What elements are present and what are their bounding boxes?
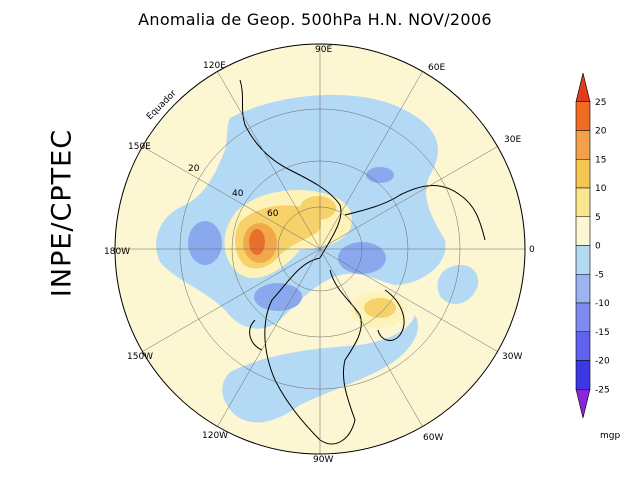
colorbar-label: -5 [595, 270, 604, 280]
colorbar-label: 10 [595, 184, 607, 194]
colorbar-swatch [575, 158, 591, 189]
colorbar-label: 0 [595, 242, 601, 252]
lon-label: 30W [502, 352, 522, 362]
anomaly-negative-core [188, 221, 222, 265]
colorbar-swatch [575, 101, 591, 131]
lat-label: 40 [232, 189, 244, 199]
colorbar-label: 20 [595, 127, 607, 137]
colorbar-label: -10 [595, 299, 610, 309]
lon-label: 90W [313, 455, 333, 465]
anomaly-positive-area [364, 298, 396, 318]
colorbar-swatch [575, 388, 591, 419]
colorbar-unit: mgp [600, 431, 621, 441]
lon-label: 150E [128, 142, 151, 152]
colorbar-label: -25 [595, 385, 610, 395]
map-title: Anomalia de Geop. 500hPa H.N. NOV/2006 [138, 10, 492, 29]
lon-label: 60W [423, 433, 443, 443]
colorbar-swatch [575, 72, 591, 103]
anomaly-negative-core [338, 242, 386, 274]
lon-label: 180W [104, 247, 130, 257]
anomaly-positive-max [249, 229, 265, 255]
lon-label: 120W [202, 431, 228, 441]
colorbar-swatch [575, 331, 591, 361]
colorbar-swatch [575, 245, 591, 275]
colorbar-swatch [575, 187, 591, 218]
colorbar-label: -20 [595, 357, 610, 367]
anomaly-negative-band [437, 265, 479, 304]
colorbar-swatch [575, 130, 591, 160]
lon-label: 120E [203, 61, 226, 71]
colorbar-swatch [575, 302, 591, 333]
lon-label: 30E [504, 135, 521, 145]
lat-label: 60 [267, 209, 279, 219]
anomaly-positive-area [300, 196, 336, 220]
colorbar-swatch [575, 273, 591, 304]
anomaly-negative-core [254, 283, 302, 311]
lon-label: 90E [315, 45, 332, 55]
colorbar-label: 25 [595, 98, 606, 108]
colorbar-label: 5 [595, 213, 601, 223]
colorbar-label: 15 [595, 155, 606, 165]
colorbar-swatch [575, 216, 591, 246]
lon-label: 0 [529, 245, 535, 255]
map-border [114, 43, 526, 455]
colorbar-swatch [575, 360, 591, 390]
lat-label: 20 [188, 164, 200, 174]
colorbar-label: -15 [595, 328, 610, 338]
lon-label: 60E [428, 63, 445, 73]
lon-label: 150W [127, 352, 153, 362]
